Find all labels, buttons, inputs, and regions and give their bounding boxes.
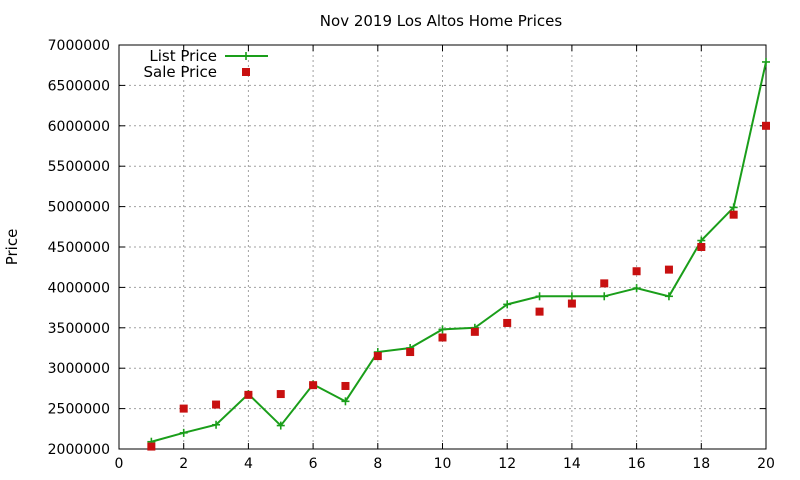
y-tick-label: 4000000 bbox=[48, 280, 110, 296]
sale-price-point bbox=[212, 400, 221, 409]
y-tick-label: 5000000 bbox=[48, 200, 110, 216]
x-tick-label: 0 bbox=[115, 456, 124, 472]
x-tick-label: 12 bbox=[498, 456, 516, 472]
sale-price-point bbox=[567, 299, 576, 308]
x-tick-label: 6 bbox=[309, 456, 318, 472]
y-tick-label: 4500000 bbox=[48, 240, 110, 256]
y-tick-label: 5500000 bbox=[48, 159, 110, 175]
sale-price-point bbox=[697, 243, 706, 251]
sale-price-point bbox=[244, 390, 253, 399]
sale-price-point bbox=[503, 318, 512, 327]
list-price-point bbox=[438, 325, 447, 334]
series-2 bbox=[147, 121, 770, 451]
axis-ticks: 0 2 4 6 8 10 12 14 16 18 20 2000000 2500000 3000000 35… bbox=[48, 38, 775, 472]
chart-title: Nov 2019 Los Altos Home Prices bbox=[320, 12, 563, 30]
sale-price-point bbox=[276, 390, 285, 399]
y-tick-label: 3500000 bbox=[48, 321, 110, 337]
y-tick-label: 6000000 bbox=[48, 119, 110, 135]
x-tick-label: 16 bbox=[628, 456, 646, 472]
x-tick-label: 2 bbox=[179, 456, 188, 472]
list-price-point bbox=[600, 292, 609, 301]
x-tick-label: 18 bbox=[692, 456, 710, 472]
list-price-point bbox=[567, 292, 576, 301]
sale-price-point bbox=[438, 333, 447, 342]
list-price-point bbox=[664, 292, 673, 301]
legend-plus-marker bbox=[242, 52, 250, 60]
sale-price-point bbox=[762, 121, 770, 130]
x-tick-label: 4 bbox=[244, 456, 253, 472]
list-price-point bbox=[535, 292, 544, 301]
x-tick-label: 10 bbox=[434, 456, 452, 472]
list-price-line bbox=[151, 61, 767, 443]
legend-square-marker bbox=[242, 68, 250, 76]
sale-price-point bbox=[406, 348, 415, 357]
y-tick-label: 2000000 bbox=[48, 442, 110, 458]
y-tick-label: 2500000 bbox=[48, 402, 110, 418]
list-price-point bbox=[276, 421, 285, 430]
list-price-point bbox=[632, 284, 641, 293]
y-tick-label: 7000000 bbox=[48, 38, 110, 54]
legend-label: Sale Price bbox=[144, 63, 217, 81]
series-1 bbox=[147, 57, 770, 446]
x-tick-label: 20 bbox=[757, 456, 775, 472]
sale-price-point bbox=[341, 381, 350, 390]
series-layer bbox=[147, 57, 770, 451]
sale-price-point bbox=[729, 210, 738, 219]
sale-price-point bbox=[664, 265, 673, 274]
sale-price-point bbox=[179, 404, 188, 413]
list-price-point bbox=[503, 300, 512, 309]
sale-price-point bbox=[470, 327, 479, 336]
sale-price-point bbox=[632, 267, 641, 276]
legend-label: List Price bbox=[149, 47, 217, 65]
sale-price-point bbox=[535, 307, 544, 316]
grid bbox=[119, 45, 766, 449]
list-price-point bbox=[212, 420, 221, 429]
sale-price-point bbox=[147, 442, 156, 451]
list-price-point bbox=[179, 428, 188, 437]
sale-price-point bbox=[600, 279, 609, 288]
y-tick-label: 3000000 bbox=[48, 361, 110, 377]
y-tick-label: 6500000 bbox=[48, 78, 110, 94]
y-axis-label: Price bbox=[3, 229, 21, 266]
list-price-point bbox=[341, 397, 350, 406]
list-price-point bbox=[762, 57, 770, 66]
sale-price-point bbox=[373, 352, 382, 361]
x-tick-label: 8 bbox=[373, 456, 382, 472]
list-price-point bbox=[729, 203, 738, 212]
sale-price-point bbox=[309, 381, 318, 390]
x-tick-label: 14 bbox=[563, 456, 581, 472]
